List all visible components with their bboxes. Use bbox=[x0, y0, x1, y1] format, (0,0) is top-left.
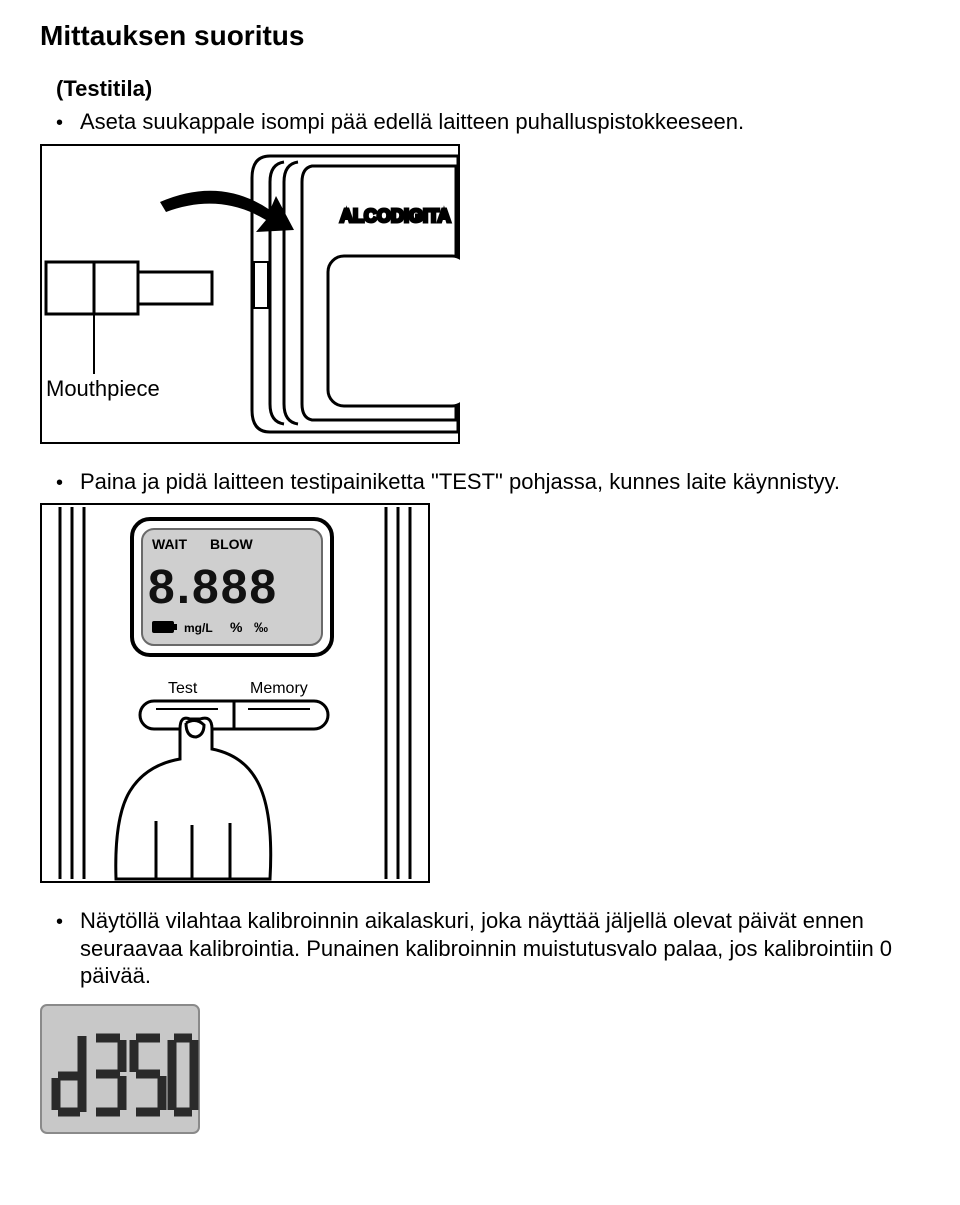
mouthpiece-label: Mouthpiece bbox=[46, 376, 160, 401]
bullet-dot: • bbox=[56, 473, 80, 493]
bullet-1: • Aseta suukappale isompi pää edellä lai… bbox=[56, 108, 920, 136]
lcd-units-a: mg/L bbox=[184, 621, 213, 635]
bullet-dot: • bbox=[56, 912, 80, 932]
bullet-3: • Näytöllä vilahtaa kalibroinnin aikalas… bbox=[56, 907, 920, 990]
bullet-2: • Paina ja pidä laitteen testipainiketta… bbox=[56, 468, 920, 496]
test-memory-button bbox=[140, 701, 328, 729]
lcd-wait: WAIT bbox=[152, 536, 187, 552]
figure-d350: d350 bbox=[40, 1004, 200, 1134]
btn-label-memory: Memory bbox=[250, 680, 308, 697]
page-heading: Mittauksen suoritus bbox=[40, 20, 920, 52]
bullet-text: Näytöllä vilahtaa kalibroinnin aikalasku… bbox=[80, 907, 920, 990]
battery-icon bbox=[152, 621, 177, 633]
bullet-text: Paina ja pidä laitteen testipainiketta "… bbox=[80, 468, 920, 496]
lcd-units-b: % bbox=[230, 619, 243, 635]
figure-mouthpiece: ALCODIGITA Mouthpiece bbox=[40, 144, 460, 444]
lcd-units-c: ‰ bbox=[254, 619, 268, 635]
figure-test-button: WAIT BLOW 8.888 mg/L % ‰ Test Memory bbox=[40, 503, 430, 883]
bullet-dot: • bbox=[56, 113, 80, 133]
subheading: (Testitila) bbox=[56, 76, 920, 102]
bullet-text: Aseta suukappale isompi pää edellä laitt… bbox=[80, 108, 920, 136]
lcd-digits: 8.888 bbox=[148, 561, 278, 614]
btn-label-test: Test bbox=[168, 680, 198, 697]
lcd-blow: BLOW bbox=[210, 536, 254, 552]
brand-text: ALCODIGITA bbox=[340, 206, 451, 226]
